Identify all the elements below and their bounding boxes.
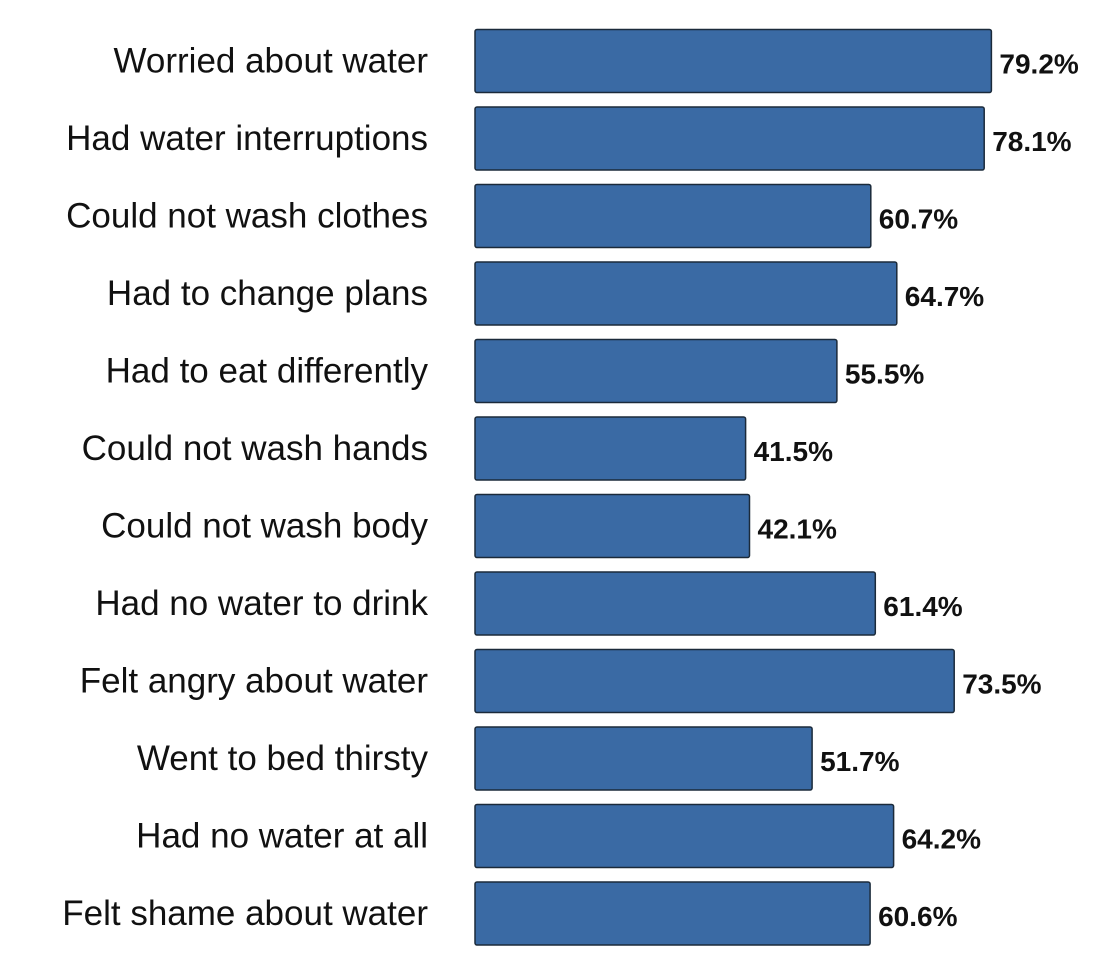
category-label: Felt angry about water — [80, 662, 429, 701]
bar — [474, 493, 751, 559]
value-label: 73.5% — [962, 669, 1041, 700]
value-labels-group: 79.2% 78.1% 60.7% 64.7% 55.5% 41.5% 42.1% 61.4%… — [754, 49, 1079, 933]
value-label: 42.1% — [758, 514, 837, 545]
value-label: 64.2% — [902, 824, 981, 855]
value-label: 78.1% — [992, 126, 1071, 157]
bar — [474, 106, 985, 171]
value-label: 55.5% — [845, 359, 924, 390]
category-label: Could not wash clothes — [66, 197, 428, 236]
category-label: Went to bed thirsty — [137, 739, 429, 778]
category-label: Had no water at all — [136, 817, 428, 856]
category-label: Could not wash body — [101, 507, 428, 546]
bar — [474, 28, 993, 94]
value-label: 60.6% — [878, 901, 957, 932]
value-label: 51.7% — [820, 746, 899, 777]
category-label: Had no water to drink — [95, 584, 428, 623]
bar — [474, 338, 838, 404]
value-label: 61.4% — [883, 591, 962, 622]
category-label: Could not wash hands — [82, 429, 428, 468]
value-label: 79.2% — [999, 49, 1078, 80]
bar — [474, 261, 898, 326]
category-labels-group: Worried about water Had water interruptio… — [62, 42, 428, 934]
bar — [474, 726, 813, 791]
category-label: Had water interruptions — [66, 119, 428, 158]
value-label: 41.5% — [754, 436, 833, 467]
bar — [474, 648, 955, 714]
bar — [474, 571, 877, 636]
bar — [474, 881, 871, 946]
value-label: 64.7% — [905, 281, 984, 312]
bar — [474, 183, 872, 249]
bars-group — [474, 28, 993, 946]
bar — [474, 416, 747, 481]
category-label: Had to eat differently — [106, 352, 429, 391]
category-label: Worried about water — [113, 42, 428, 81]
category-label: Had to change plans — [107, 274, 428, 313]
bar — [474, 803, 895, 869]
category-label: Felt shame about water — [62, 894, 428, 933]
value-label: 60.7% — [879, 204, 958, 235]
